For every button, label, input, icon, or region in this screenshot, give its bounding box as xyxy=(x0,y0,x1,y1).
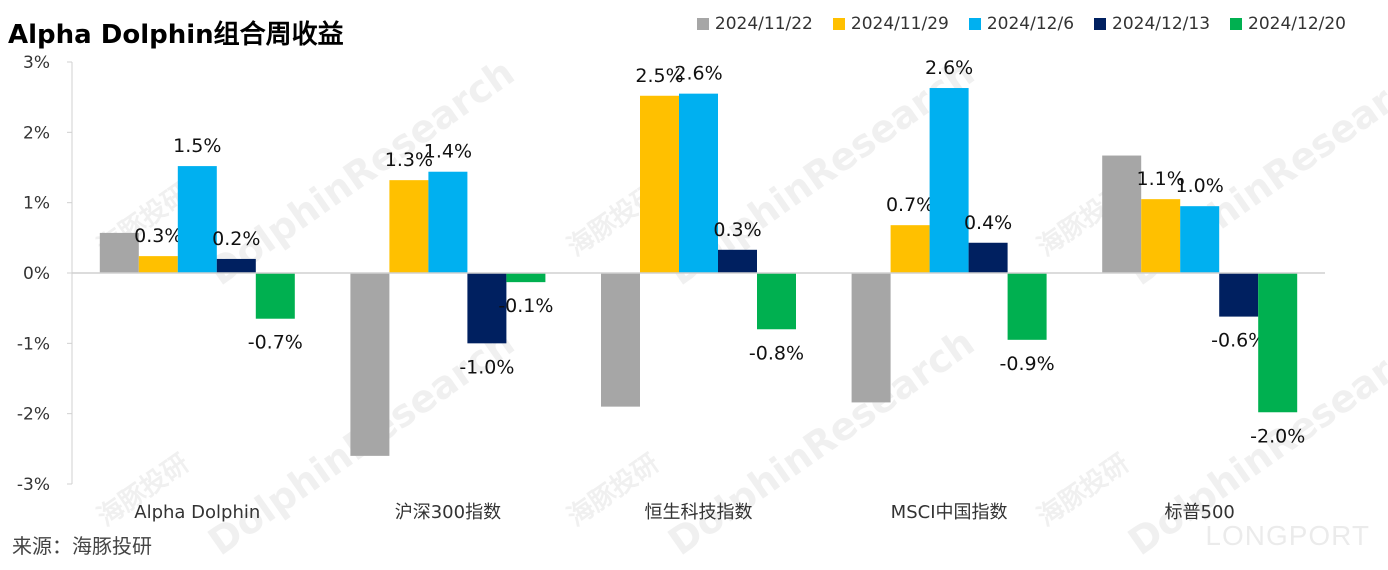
data-label: 1.4% xyxy=(424,141,472,163)
bar xyxy=(718,249,757,273)
category-label: 沪深300指数 xyxy=(395,502,501,523)
data-label: -0.9% xyxy=(1000,353,1055,375)
bar xyxy=(601,273,640,407)
bar xyxy=(99,232,139,273)
legend-label: 2024/11/22 xyxy=(714,14,813,34)
bar xyxy=(679,93,718,274)
data-label: 0.7% xyxy=(886,194,934,216)
legend-label: 2024/12/6 xyxy=(986,14,1075,34)
bar xyxy=(138,256,178,273)
data-label: 1.0% xyxy=(1176,175,1224,197)
brand-watermark: LONGPORT xyxy=(1205,520,1370,551)
category-label: MSCI中国指数 xyxy=(891,502,1008,523)
y-tick-label: 2% xyxy=(23,123,50,143)
legend-swatch xyxy=(832,18,845,30)
legend-swatch xyxy=(1094,18,1107,30)
category-label: 恒生科技指数 xyxy=(645,502,753,523)
legend-swatch xyxy=(968,18,981,30)
bar xyxy=(968,242,1008,273)
chart-title: Alpha Dolphin组合周收益 xyxy=(8,20,344,50)
data-label: 1.1% xyxy=(1137,168,1185,190)
legend-entry: 2024/12/6 xyxy=(968,14,1075,34)
legend-swatch xyxy=(1230,18,1243,30)
data-label: -1.0% xyxy=(459,356,514,378)
bar xyxy=(428,171,468,273)
legend-entry: 2024/12/13 xyxy=(1094,14,1210,34)
y-tick-label: 0% xyxy=(23,264,50,284)
data-label: 0.2% xyxy=(212,228,260,250)
bar xyxy=(350,273,390,456)
data-label: 1.5% xyxy=(173,135,221,157)
legend: 2024/11/22 2024/11/29 2024/12/6 2024/12/13 2… xyxy=(696,14,1346,34)
data-label: -0.7% xyxy=(248,332,303,354)
bar xyxy=(851,273,891,403)
bar xyxy=(255,273,295,319)
data-label: -0.1% xyxy=(498,295,553,317)
data-label: 2.6% xyxy=(925,57,973,79)
bar xyxy=(890,225,930,273)
data-label: 2.6% xyxy=(674,63,722,85)
bar xyxy=(1258,273,1298,413)
bar xyxy=(929,88,969,273)
legend-label: 2024/12/20 xyxy=(1248,14,1346,34)
y-tick-label: -3% xyxy=(17,475,50,495)
legend-entry: 2024/11/29 xyxy=(832,14,949,34)
data-label: -0.8% xyxy=(749,342,804,364)
bar xyxy=(177,166,217,273)
bar xyxy=(1219,273,1259,317)
bar xyxy=(216,258,256,273)
bar xyxy=(757,273,796,330)
bar xyxy=(1180,206,1220,273)
data-label: 0.4% xyxy=(964,212,1012,234)
bar xyxy=(1007,273,1047,340)
y-tick-label: -2% xyxy=(17,405,50,425)
data-label: -0.6% xyxy=(1211,330,1266,352)
source-note: 来源：海豚投研 xyxy=(12,534,152,558)
legend-entry: 2024/12/20 xyxy=(1230,14,1346,34)
bar xyxy=(506,273,546,283)
legend-label: 2024/12/13 xyxy=(1112,14,1211,34)
bar xyxy=(1102,155,1142,273)
data-label: 1.3% xyxy=(385,149,433,171)
legend-entry: 2024/11/22 xyxy=(696,14,813,34)
legend-label: 2024/11/29 xyxy=(850,14,949,34)
y-tick-label: 1% xyxy=(23,194,50,214)
data-label: 0.3% xyxy=(713,219,761,241)
legend-swatch xyxy=(696,18,709,30)
data-label: -2.0% xyxy=(1250,425,1305,447)
category-label: 标普500 xyxy=(1165,502,1235,523)
bar xyxy=(640,95,679,273)
y-tick-label: -1% xyxy=(17,334,50,354)
data-label: 0.3% xyxy=(134,225,182,247)
bar xyxy=(467,273,507,344)
bar xyxy=(389,180,429,273)
bar xyxy=(1141,199,1181,273)
category-label: Alpha Dolphin xyxy=(134,502,260,523)
y-tick-label: 3% xyxy=(23,53,50,73)
data-label: 2.5% xyxy=(635,65,683,87)
